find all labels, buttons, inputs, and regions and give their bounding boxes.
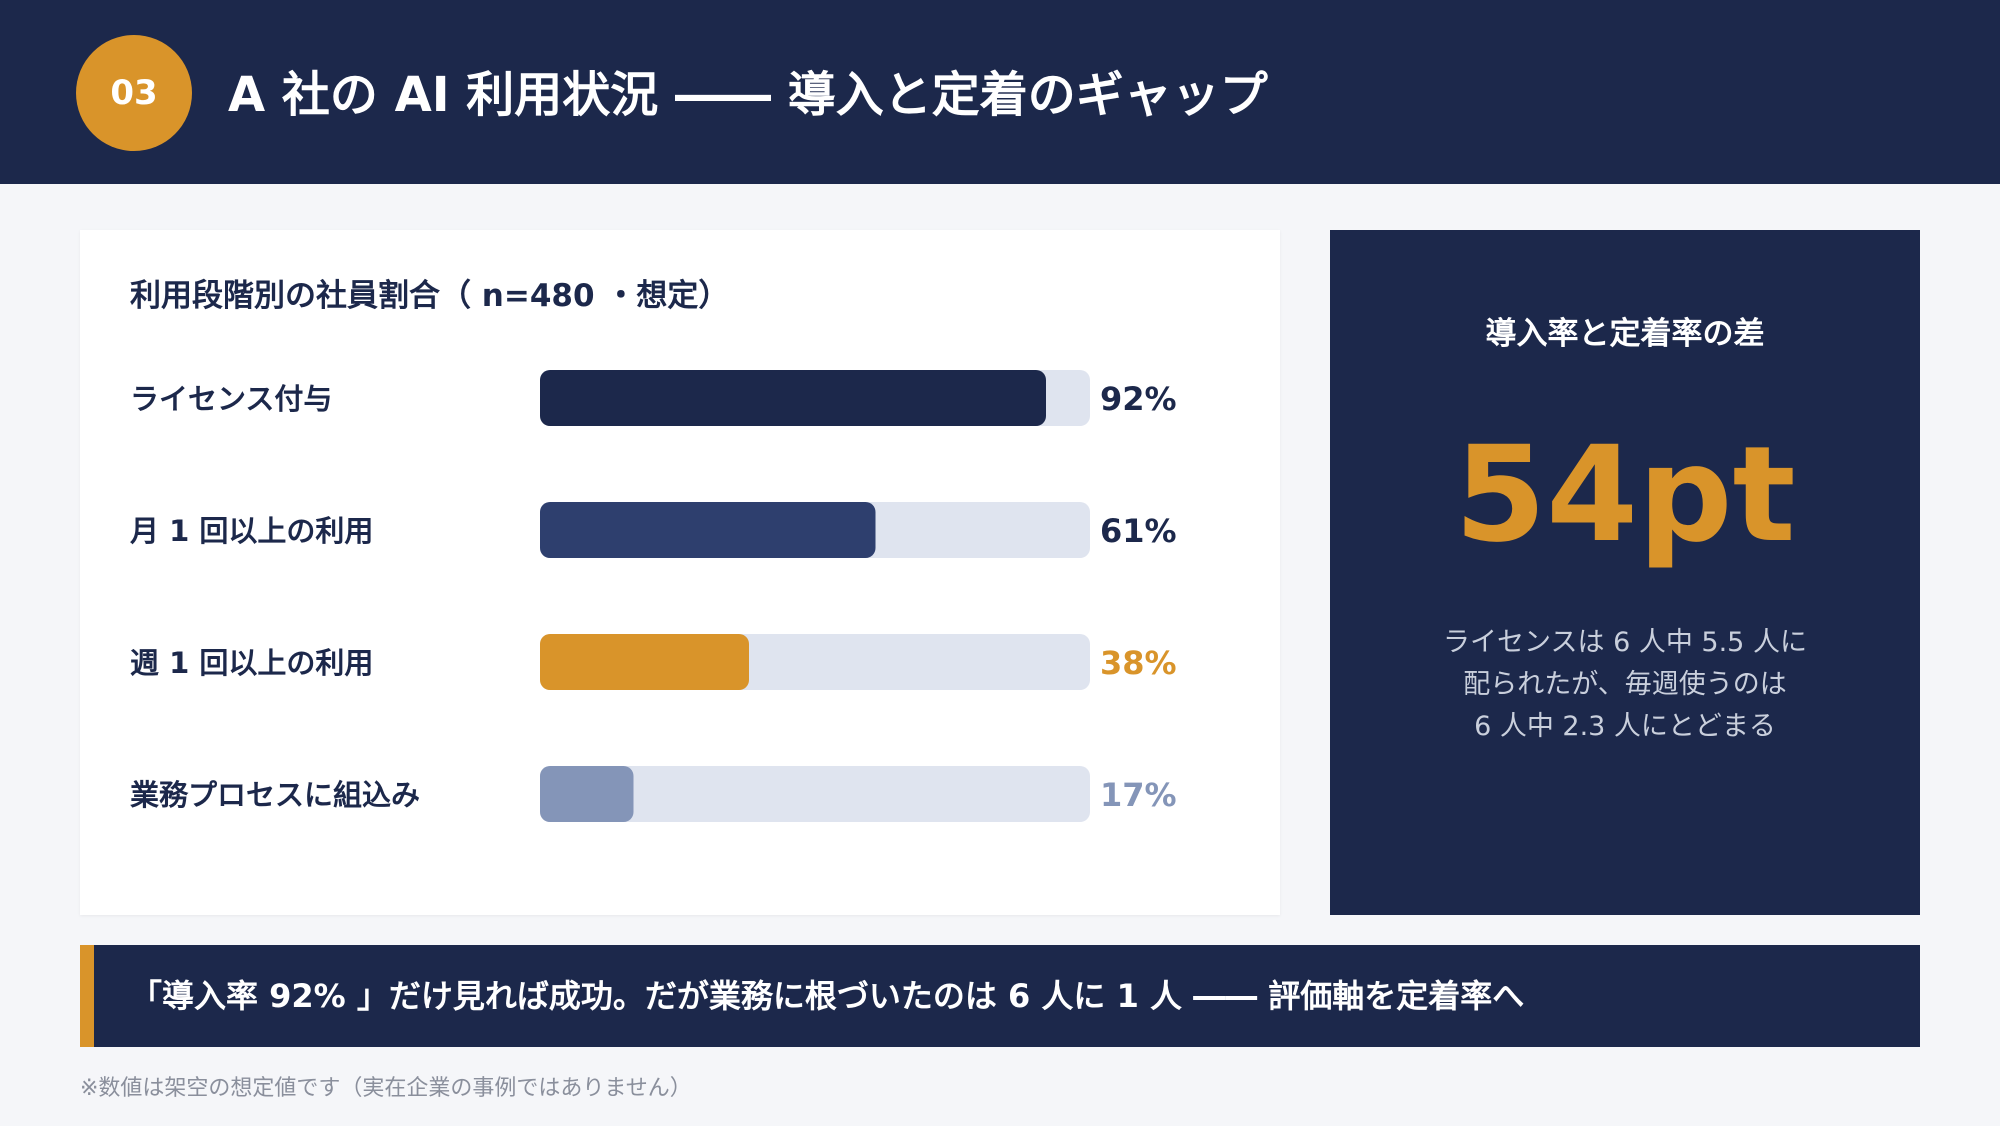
- gap-note-line: 6 人中 2.3 人にとどまる: [1474, 711, 1776, 742]
- value-label: 61%: [1100, 512, 1177, 550]
- gap-value: 54pt: [1454, 418, 1796, 572]
- value-label: 92%: [1100, 380, 1177, 418]
- gap-heading: 導入率と定着率の差: [1485, 316, 1765, 352]
- section-number-badge: 03: [76, 35, 192, 151]
- category-label: ライセンス付与: [130, 382, 332, 416]
- category-label: 業務プロセスに組込み: [130, 778, 420, 812]
- page-title: A 社の AI 利用状況 ―― 導入と定着のギャップ: [228, 67, 1268, 123]
- gap-card: 導入率と定着率の差 54pt ライセンスは 6 人中 5.5 人に 配られたが、…: [1330, 230, 1920, 915]
- chart-card: 利用段階別の社員割合（ n=480 ・想定） ライセンス付与 92% 月 1 回以上…: [80, 230, 1280, 915]
- bar: [540, 370, 1046, 426]
- footnote: ※数値は架空の想定値です（実在企業の事例ではありません）: [80, 1076, 692, 1101]
- gap-note-line: ライセンスは 6 人中 5.5 人に: [1443, 627, 1807, 658]
- bar: [540, 766, 634, 822]
- header-bar: 03 A 社の AI 利用状況 ―― 導入と定着のギャップ: [0, 0, 2000, 184]
- conclusion-text: 「導入率 92% 」だけ見れば成功。だが業務に根づいたのは 6 人に 1 人 ―…: [130, 977, 1525, 1015]
- bar: [540, 634, 749, 690]
- banner-accent: [80, 945, 94, 1047]
- bar: [540, 502, 876, 558]
- conclusion-banner: 「導入率 92% 」だけ見れば成功。だが業務に根づいたのは 6 人に 1 人 ―…: [80, 945, 1920, 1047]
- category-label: 月 1 回以上の利用: [129, 514, 373, 548]
- category-label: 週 1 回以上の利用: [130, 646, 373, 680]
- gap-note: ライセンスは 6 人中 5.5 人に 配られたが、毎週使うのは 6 人中 2.3…: [1330, 622, 1920, 748]
- bar-chart: ライセンス付与 92% 月 1 回以上の利用 61% 週 1 回以上の利用 38% 業務プロ…: [129, 370, 1177, 822]
- bar-track: [540, 766, 1090, 822]
- value-label: 38%: [1100, 644, 1177, 682]
- value-label: 17%: [1100, 776, 1177, 814]
- chart-title: 利用段階別の社員割合（ n=480 ・想定）: [130, 278, 730, 314]
- gap-note-line: 配られたが、毎週使うのは: [1463, 669, 1787, 700]
